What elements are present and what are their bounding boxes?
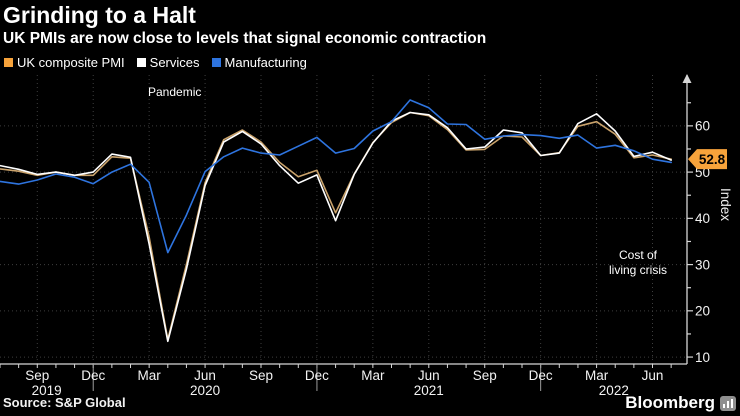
x-tick-label: Sep <box>473 368 497 383</box>
legend-label: Services <box>149 55 200 70</box>
year-label: 2020 <box>190 383 220 398</box>
y-tick-label: 60 <box>695 119 710 134</box>
legend-item-services: Services <box>136 55 200 70</box>
legend-swatch <box>136 58 146 67</box>
legend-item-manufacturing: Manufacturing <box>211 55 307 70</box>
x-tick-label: Mar <box>585 368 609 383</box>
annotation-cost-of-living-line1: Cost of <box>618 248 657 262</box>
legend-item-uk-composite-pmi: UK composite PMI <box>4 55 125 70</box>
x-tick-label: Sep <box>25 368 49 383</box>
legend: UK composite PMI Services Manufacturing <box>4 55 307 70</box>
annotation-cost-of-living: Cost of living crisis <box>593 248 683 278</box>
x-tick-label: Dec <box>529 368 553 383</box>
legend-swatch <box>211 58 221 67</box>
y-tick-label: 40 <box>695 211 710 226</box>
year-label: 2021 <box>414 383 444 398</box>
bloomberg-wordmark: Bloomberg <box>625 393 715 412</box>
y-tick-label: 30 <box>695 257 710 272</box>
y-axis-arrow-icon <box>682 74 692 83</box>
last-value-badge <box>688 149 727 170</box>
bloomberg-chart-icon <box>720 395 736 411</box>
last-value-badge-text: 52.8 <box>699 152 726 167</box>
legend-label: Manufacturing <box>224 55 307 70</box>
x-tick-label: Jun <box>194 368 216 383</box>
x-tick-label: Jun <box>418 368 440 383</box>
x-tick-label: Sep <box>249 368 273 383</box>
annotation-pandemic: Pandemic <box>148 85 202 99</box>
source-label: Source: S&P Global <box>3 395 126 410</box>
year-label: 2022 <box>599 383 629 398</box>
x-tick-label: Dec <box>305 368 329 383</box>
series-line-uk-composite-pmi <box>0 111 673 341</box>
y-tick-label: 10 <box>695 350 710 365</box>
y-tick-label: 20 <box>695 304 710 319</box>
chart-title: Grinding to a Halt <box>3 2 196 28</box>
x-tick-label: Mar <box>138 368 162 383</box>
x-tick-label: Dec <box>81 368 105 383</box>
bloomberg-logo: Bloomberg <box>625 393 736 413</box>
series-line-manufacturing <box>0 99 673 254</box>
x-tick-label: Jun <box>642 368 664 383</box>
y-axis-title: Index <box>718 188 733 222</box>
x-tick-label: Mar <box>361 368 385 383</box>
annotation-cost-of-living-line2: living crisis <box>608 263 667 277</box>
legend-label: UK composite PMI <box>17 55 125 70</box>
year-label: 2019 <box>32 383 62 398</box>
series-line-services <box>0 111 673 343</box>
legend-swatch <box>4 58 13 67</box>
chart-subtitle: UK PMIs are now close to levels that sig… <box>3 30 487 47</box>
